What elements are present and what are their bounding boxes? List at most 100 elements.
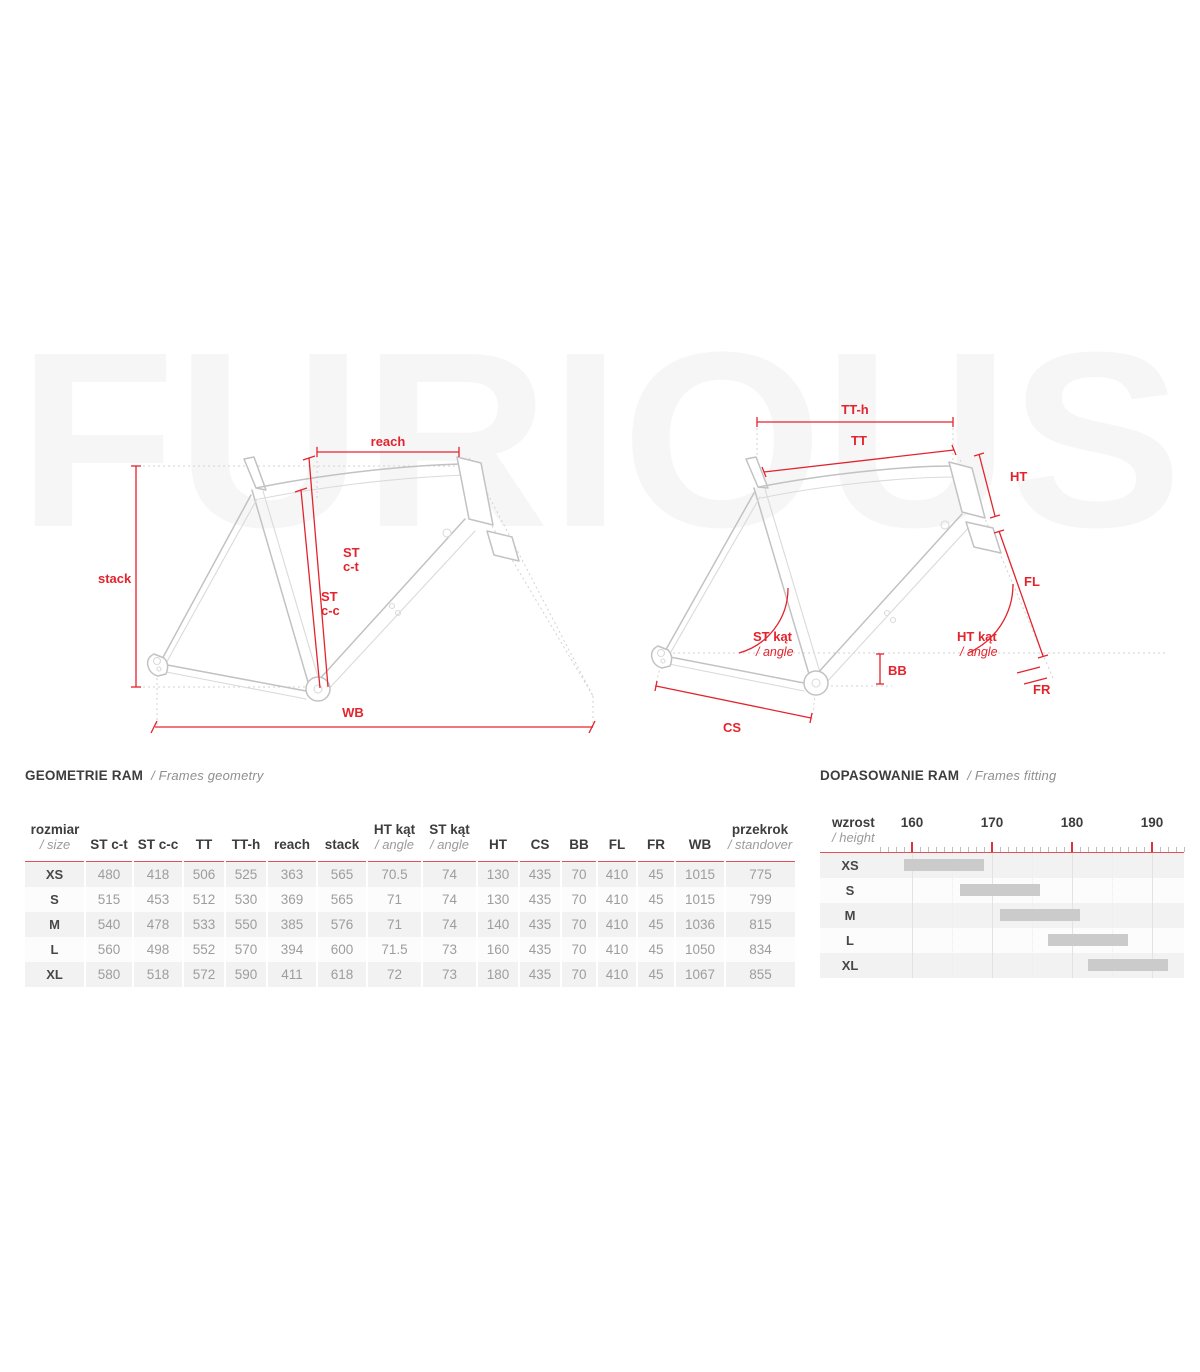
geo-column-header: reach	[267, 806, 317, 862]
height-range-bar	[1048, 934, 1128, 946]
geometry-value-cell: 435	[518, 911, 561, 937]
geometry-value-cell: 590	[224, 961, 267, 987]
geometry-value-cell: 160	[476, 936, 519, 962]
axis-title-sub: / height	[832, 830, 875, 845]
geometry-value-cell: 506	[182, 861, 225, 887]
geo-column-header: rozmiar / size	[25, 806, 85, 862]
axis-minor-tick	[1136, 847, 1137, 852]
geometry-value-cell: 1050	[674, 936, 725, 962]
fr-label: FR	[1033, 682, 1051, 697]
section-subtitle-text: / Frames geometry	[151, 768, 264, 783]
axis-minor-tick	[880, 847, 881, 852]
geo-column-header: FL	[597, 806, 637, 862]
size-label: M	[844, 908, 856, 923]
axis-minor-tick	[984, 847, 985, 852]
st-ct-label-line1: ST	[343, 545, 360, 560]
column-label: rozmiar	[30, 822, 80, 837]
st-ct-label-line2: c-t	[343, 559, 360, 574]
column-sublabel: / size	[39, 837, 71, 852]
fitting-row: XS	[820, 853, 1184, 878]
axis-minor-tick	[1016, 847, 1017, 852]
size-label: XL	[841, 958, 859, 973]
geometry-value-cell: 410	[596, 886, 637, 912]
axis-minor-tick	[960, 847, 961, 852]
axis-minor-tick	[1112, 847, 1113, 852]
bike-frame-outline	[650, 456, 1002, 696]
geometry-value-cell: 45	[636, 886, 675, 912]
geometry-value-cell: 550	[224, 911, 267, 937]
bb-label: BB	[888, 663, 907, 678]
ht-label: HT	[1010, 469, 1027, 484]
axis-minor-tick	[1104, 847, 1105, 852]
geo-column-header: ST c-c	[133, 806, 183, 862]
fitting-section-title: DOPASOWANIE RAM / Frames fitting	[820, 768, 1056, 783]
geometry-table-row: S 515 453 512 530 369 565 71 74 130 435 70 410 45 1015…	[25, 886, 795, 912]
column-sublabel: / angle	[374, 837, 415, 852]
frames-geometry-table: rozmiar / size ST c-t ST c-c TT TT-h reach stac…	[25, 806, 795, 987]
st-cc-label-line2: c-c	[321, 603, 340, 618]
geometry-value-cell: 1015	[674, 886, 725, 912]
axis-minor-tick	[1144, 847, 1145, 852]
geometry-table-row: XS 480 418 506 525 363 565 70.5 74 130 435 70 410 45 1…	[25, 861, 795, 887]
geo-column-header: HT kąt / angle	[367, 806, 422, 862]
axis-minor-tick	[888, 847, 889, 852]
axis-ruler	[820, 841, 1185, 853]
axis-minor-tick	[1176, 847, 1177, 852]
geo-column-header: przekrok / standover	[725, 806, 795, 862]
geometry-value-cell: 70.5	[366, 861, 422, 887]
geometry-value-cell: 72	[366, 961, 422, 987]
column-label: ST c-c	[137, 837, 179, 852]
watermark-text: FURIOUS	[18, 328, 1183, 558]
geometry-value-cell: 418	[132, 861, 183, 887]
construction-lines	[138, 446, 594, 727]
column-sublabel: / standover	[727, 837, 793, 852]
geo-column-header: BB	[561, 806, 597, 862]
gridline-major	[992, 853, 993, 978]
size-label: XS	[45, 866, 64, 882]
height-range-bar	[1000, 909, 1080, 921]
column-label: ST c-t	[90, 837, 128, 852]
column-label: TT	[195, 837, 213, 852]
size-label: S	[845, 883, 855, 898]
geometry-table-row: M 540 478 533 550 385 576 71 74 140 435 70 410 45 1036…	[25, 911, 795, 937]
geometry-value-cell: 410	[596, 936, 637, 962]
geometry-value-cell: 71	[366, 911, 422, 937]
axis-major-tick	[991, 842, 993, 852]
geometry-value-cell: 435	[518, 861, 561, 887]
column-label: przekrok	[731, 822, 789, 837]
geometry-value-cell: 525	[224, 861, 267, 887]
geometry-value-cell: 815	[724, 911, 795, 937]
fitting-row: M	[820, 903, 1184, 928]
axis-major-tick	[911, 842, 913, 852]
geometry-value-cell: 515	[84, 886, 133, 912]
geometry-value-cell: 775	[724, 861, 795, 887]
geometry-value-cell: 576	[316, 911, 367, 937]
column-label: BB	[569, 837, 589, 852]
column-label: ST kąt	[429, 822, 470, 837]
axis-minor-tick	[944, 847, 945, 852]
geometry-value-cell: 70	[560, 911, 597, 937]
frame-diagram-stack-reach: reach stack ST c-t ST c-c WB	[98, 434, 596, 734]
geometry-value-cell: 1067	[674, 961, 725, 987]
geometry-value-cell: 70	[560, 886, 597, 912]
geometry-value-cell: 435	[518, 936, 561, 962]
axis-minor-tick	[1048, 847, 1049, 852]
axis-minor-tick	[1184, 847, 1185, 852]
st-cc-label-line1: ST	[321, 589, 338, 604]
axis-minor-tick	[1056, 847, 1057, 852]
axis-minor-tick	[1168, 847, 1169, 852]
size-label: L	[50, 941, 59, 957]
geometry-value-cell: 565	[316, 886, 367, 912]
geometry-section-title: GEOMETRIE RAM / Frames geometry	[25, 768, 264, 783]
geometry-value-cell: 530	[224, 886, 267, 912]
axis-minor-tick	[928, 847, 929, 852]
geometry-value-cell: 74	[421, 861, 477, 887]
gridline-mid	[1112, 853, 1113, 978]
geometry-value-cell: 533	[182, 911, 225, 937]
height-range-bar	[904, 859, 984, 871]
column-label: WB	[688, 837, 712, 852]
section-subtitle-text: / Frames fitting	[967, 768, 1057, 783]
geometry-value-cell: 478	[132, 911, 183, 937]
column-label: FR	[647, 837, 665, 852]
bike-frame-outline	[146, 456, 520, 702]
